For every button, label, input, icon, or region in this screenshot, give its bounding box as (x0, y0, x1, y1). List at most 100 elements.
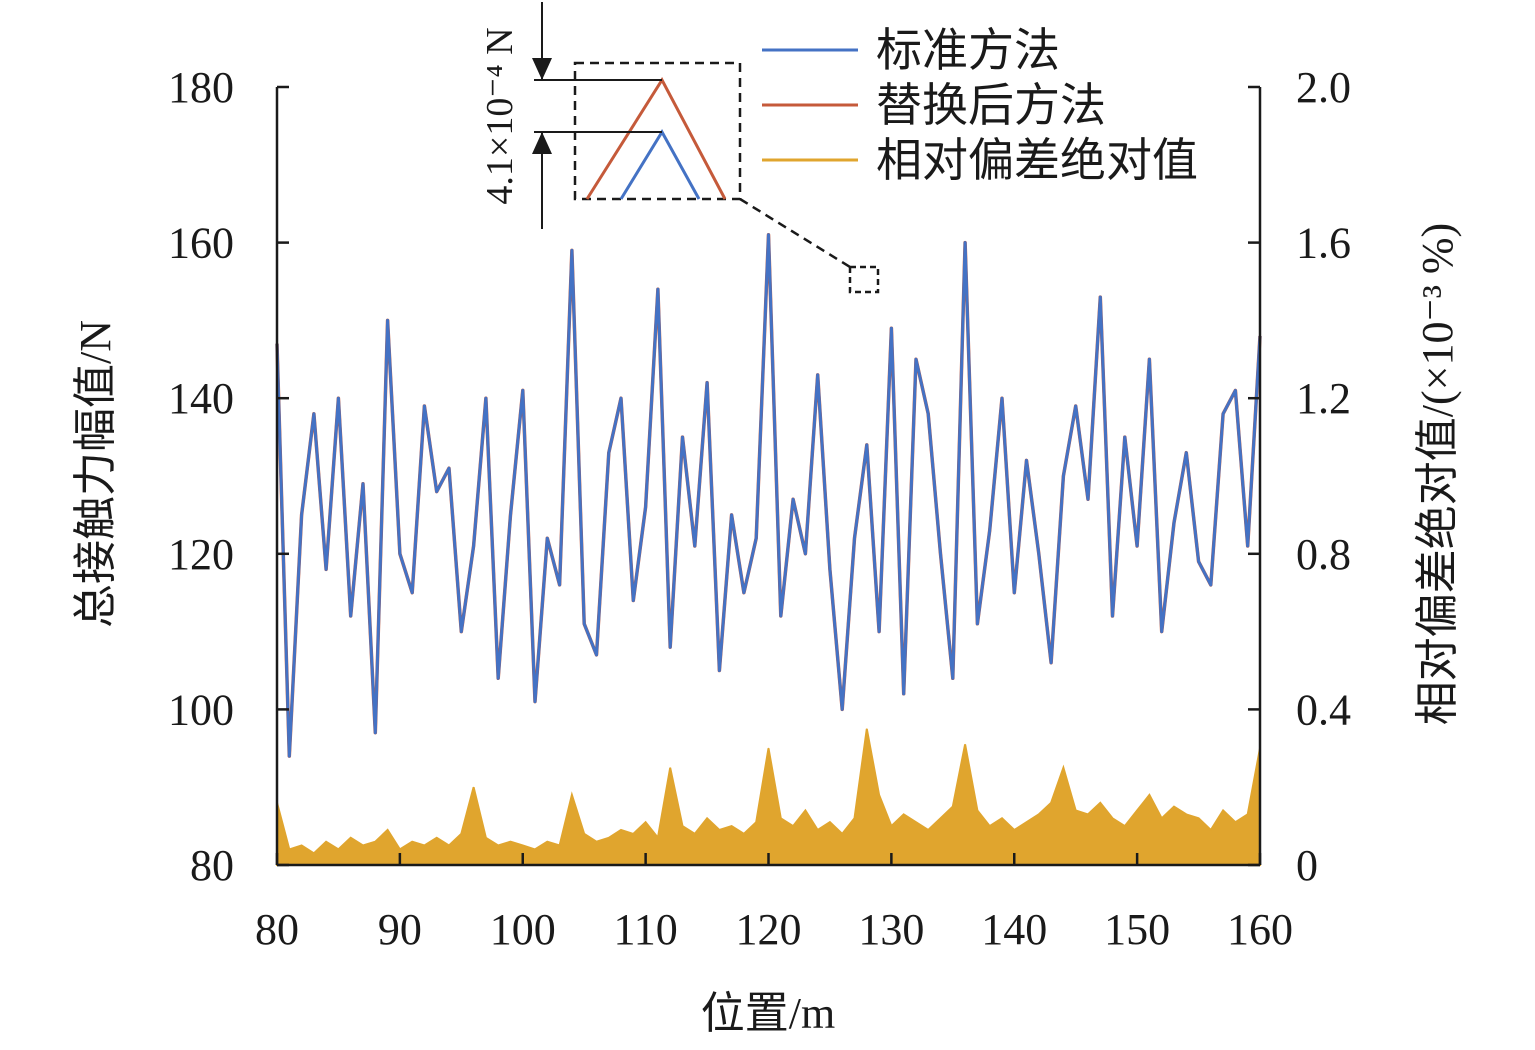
data-point (608, 837, 610, 839)
data-point (1234, 389, 1236, 391)
series-0 (275, 233, 1262, 758)
data-point (780, 817, 782, 819)
y-left-tick-label: 100 (168, 685, 234, 734)
data-point (497, 845, 499, 846)
data-point (399, 553, 401, 555)
x-tick-label: 160 (1227, 905, 1293, 954)
data-point (903, 813, 905, 815)
data-point (1026, 821, 1027, 823)
data-point (755, 821, 757, 823)
data-point (1124, 436, 1126, 438)
data-point (387, 319, 389, 321)
data-point (669, 646, 671, 648)
data-point (780, 615, 782, 617)
data-point (854, 537, 855, 539)
series-2 (276, 728, 1261, 866)
data-point (682, 436, 683, 438)
data-point (866, 444, 868, 446)
series-line-0 (275, 233, 1262, 758)
data-point (460, 631, 462, 633)
data-point (337, 848, 339, 850)
data-point (510, 841, 511, 843)
data-point (546, 537, 548, 539)
data-point (657, 288, 659, 290)
data-point (411, 592, 413, 594)
inset-source-marker (848, 265, 880, 294)
data-point (817, 374, 819, 376)
data-point (817, 829, 819, 831)
data-point (337, 397, 339, 399)
series-layer (275, 233, 1262, 866)
x-tick-label: 140 (981, 905, 1047, 954)
inset-annotation: 4.1×10⁻⁴ N (479, 27, 521, 204)
data-point (559, 845, 561, 846)
data-point (301, 845, 303, 846)
data-point (534, 701, 536, 703)
legend-label-replaced: 替换后方法 (876, 80, 1106, 131)
data-point (1087, 813, 1089, 815)
data-point (1112, 817, 1113, 819)
data-point (841, 708, 843, 710)
data-point (1247, 545, 1249, 547)
data-point (1099, 296, 1101, 298)
data-point (632, 600, 634, 601)
data-point (657, 837, 659, 839)
data-point (571, 794, 573, 796)
y-left-tick-label: 180 (168, 63, 234, 112)
data-point (1112, 615, 1113, 617)
data-point (1050, 662, 1052, 664)
inset-arrow-down (532, 58, 552, 80)
data-point (362, 845, 364, 846)
data-point (485, 837, 487, 839)
inset-connector (739, 197, 851, 269)
data-point (743, 833, 745, 835)
y-right-tick-label: 0.8 (1296, 530, 1351, 579)
data-point (804, 810, 806, 811)
data-point (608, 452, 610, 454)
data-point (325, 568, 327, 570)
data-point (325, 841, 327, 843)
data-point (878, 794, 880, 796)
data-point (510, 514, 511, 516)
y-axis-right-title: 相对偏差绝对值/(×10⁻³ %) (1413, 223, 1462, 725)
y-left-tick-label: 120 (168, 530, 234, 579)
data-point (1198, 817, 1200, 819)
data-point (387, 829, 389, 831)
data-point (669, 767, 671, 769)
data-point (559, 584, 561, 586)
y-left-tick-label: 140 (168, 374, 234, 423)
data-point (1173, 806, 1175, 808)
series-line-1 (275, 233, 1262, 758)
x-axis-title: 位置/m (701, 989, 835, 1038)
data-point (374, 841, 376, 843)
data-point (1038, 553, 1040, 555)
data-point (768, 747, 769, 749)
data-point (940, 553, 941, 555)
data-point (1222, 413, 1224, 415)
inset-arrow-up (532, 132, 552, 154)
data-point (1161, 631, 1163, 633)
data-point (878, 631, 880, 633)
data-point (448, 467, 450, 469)
data-point (706, 382, 708, 384)
data-point (497, 677, 499, 679)
data-point (866, 728, 868, 730)
data-point (473, 545, 475, 547)
data-point (546, 841, 548, 843)
data-point (1136, 810, 1138, 811)
data-point (1185, 452, 1187, 454)
data-point (1124, 825, 1126, 827)
data-point (1013, 829, 1015, 831)
data-point (718, 670, 720, 671)
data-point (964, 242, 966, 244)
x-tick-label: 110 (613, 905, 677, 954)
data-point (423, 845, 425, 846)
data-point (989, 530, 991, 531)
data-point (1001, 817, 1003, 819)
data-point (485, 397, 487, 399)
data-point (596, 841, 597, 843)
data-point (829, 821, 831, 823)
data-point (362, 483, 364, 485)
legend-label-standard: 标准方法 (876, 25, 1060, 76)
